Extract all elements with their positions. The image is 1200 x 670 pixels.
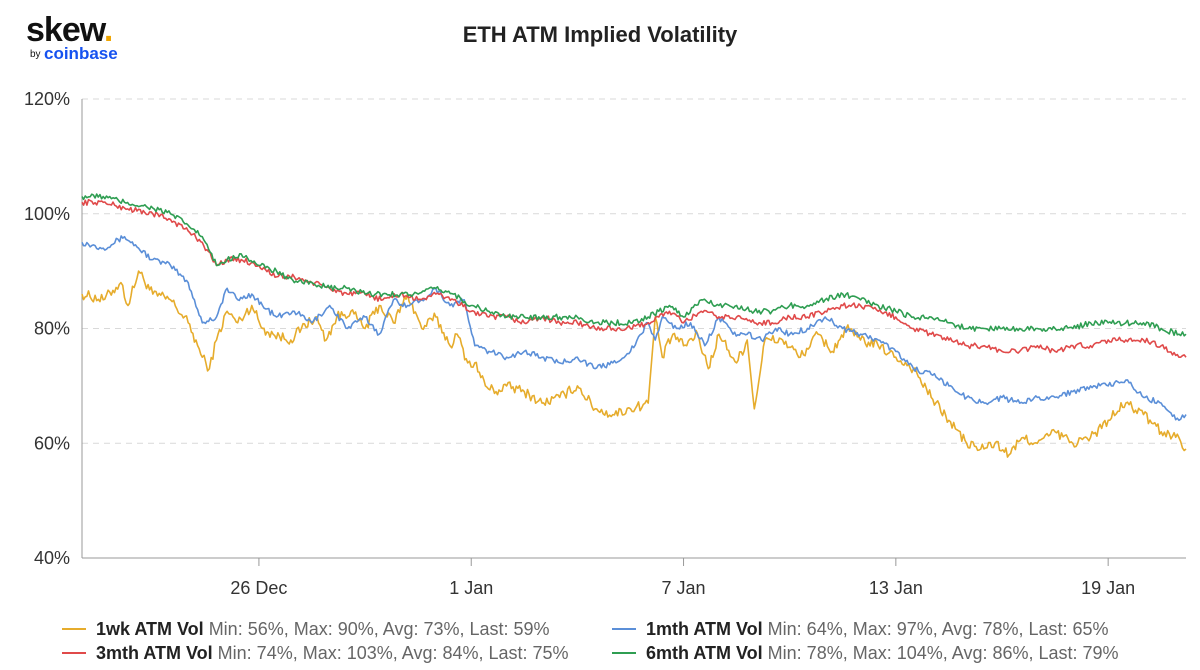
x-tick-label: 19 Jan: [1081, 578, 1135, 598]
series-lines: [81, 193, 1187, 458]
legend-series-stats: Min: 64%, Max: 97%, Avg: 78%, Last: 65%: [767, 618, 1109, 639]
legend-item[interactable]: 1wk ATM Vol Min: 56%, Max: 90%, Avg: 73%,…: [62, 616, 550, 642]
series-line-4: [81, 193, 1187, 337]
legend-series-name: 3mth ATM Vol: [96, 642, 213, 663]
chart-legend: 1wk ATM Vol Min: 56%, Max: 90%, Avg: 73%,…: [0, 612, 1200, 668]
logo-wordmark: skew.: [26, 10, 114, 50]
line-chart: 40% 60% 80% 100% 120% 26 Dec 1 Jan 7 Jan 13 Jan…: [24, 89, 1187, 598]
legend-swatch: [62, 652, 86, 654]
y-tick-label: 100%: [24, 204, 70, 224]
legend-series-stats: Min: 56%, Max: 90%, Avg: 73%, Last: 59%: [208, 618, 550, 639]
gridlines: [82, 98, 1186, 444]
legend-item[interactable]: 1mth ATM Vol Min: 64%, Max: 97%, Avg: 78%…: [612, 616, 1109, 642]
legend-series-name: 1wk ATM Vol: [96, 618, 204, 639]
y-tick-label: 60%: [34, 433, 70, 453]
y-tick-label: 120%: [24, 89, 70, 109]
skew-coinbase-logo: skew. by coinbase: [26, 10, 136, 66]
x-tick-label: 1 Jan: [449, 578, 493, 598]
series-line-1: [81, 270, 1187, 458]
x-tick-label: 26 Dec: [230, 578, 287, 598]
y-tick-label: 80%: [34, 319, 70, 339]
series-line-3: [81, 198, 1187, 358]
legend-series-stats: Min: 74%, Max: 103%, Avg: 84%, Last: 75%: [217, 642, 569, 663]
x-axis: 26 Dec 1 Jan 7 Jan 13 Jan 19 Jan: [82, 557, 1186, 598]
legend-series-stats: Min: 78%, Max: 104%, Avg: 86%, Last: 79%: [767, 642, 1119, 663]
legend-series-name: 6mth ATM Vol: [646, 642, 763, 663]
legend-item[interactable]: 6mth ATM Vol Min: 78%, Max: 104%, Avg: 86…: [612, 640, 1119, 666]
y-axis: 40% 60% 80% 100% 120%: [24, 89, 83, 568]
legend-swatch: [612, 652, 636, 654]
x-tick-label: 7 Jan: [662, 578, 706, 598]
logo-word: skew: [26, 11, 105, 49]
legend-swatch: [612, 628, 636, 630]
legend-swatch: [62, 628, 86, 630]
x-tick-label: 13 Jan: [869, 578, 923, 598]
legend-series-name: 1mth ATM Vol: [646, 618, 763, 639]
chart-title: ETH ATM Implied Volatility: [462, 22, 738, 47]
logo-by: by: [30, 49, 41, 60]
legend-item[interactable]: 3mth ATM Vol Min: 74%, Max: 103%, Avg: 84…: [62, 640, 569, 666]
logo-dot: .: [103, 11, 114, 49]
y-tick-label: 40%: [34, 548, 70, 568]
series-line-2: [81, 235, 1187, 422]
logo-brand: coinbase: [44, 44, 118, 63]
